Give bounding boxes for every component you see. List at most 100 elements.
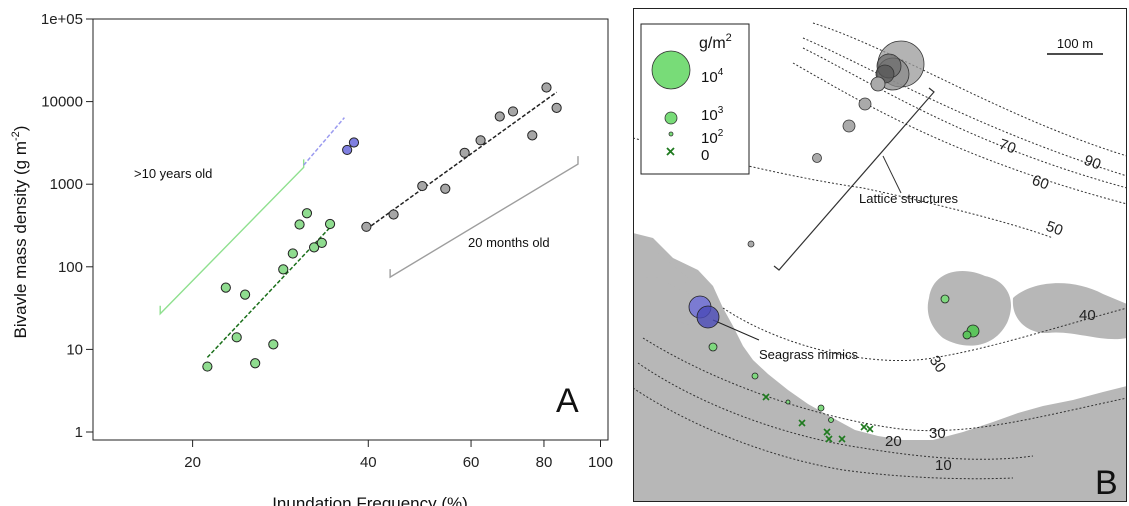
mudflat-area <box>633 233 1127 502</box>
legend: g/m2 104 103 102 0 <box>640 23 750 175</box>
data-point-green <box>268 339 279 350</box>
marker-green <box>708 342 718 352</box>
annotation-lattice: Lattice structures <box>859 191 958 206</box>
axes-a: 1 10 100 1000 10000 1e+05 20 40 60 80 100 <box>41 11 613 471</box>
data-point-green <box>239 289 251 300</box>
marker-green <box>785 399 791 405</box>
marker-green <box>817 404 825 412</box>
x-tick-label: 60 <box>463 454 480 471</box>
mudflat-east <box>1012 283 1127 340</box>
legend-label-zero: 0 <box>701 147 709 164</box>
legend-title: g/m2 <box>699 32 732 52</box>
contour-label-60: 60 <box>1030 172 1051 194</box>
marker-grey <box>870 76 886 92</box>
panel-label-a: A <box>556 382 579 420</box>
y-tick-label: 100 <box>58 259 83 276</box>
marker-grey <box>747 240 755 248</box>
contour-label-40: 40 <box>1079 307 1096 324</box>
scale-bar-label: 100 m <box>1057 36 1093 51</box>
data-point-green <box>231 332 242 343</box>
data-point-green <box>294 219 305 230</box>
legend-marker-1e3 <box>664 111 678 125</box>
legend-marker-1e4 <box>651 50 691 90</box>
marker-green <box>828 417 834 423</box>
y-tick-label: 10 <box>66 341 83 358</box>
data-point-grey <box>507 106 519 117</box>
x-tick-label: 80 <box>536 454 553 471</box>
x-axis-title: Inundation Frequency (%) <box>272 494 468 506</box>
data-point-green <box>316 237 327 248</box>
data-point-green <box>324 218 336 230</box>
data-point-grey <box>494 111 505 122</box>
data-point-grey <box>440 183 451 194</box>
plot-frame <box>92 18 609 441</box>
annotation-younger: 20 months old <box>468 235 550 250</box>
seagrass-leader <box>712 319 760 341</box>
contour-label-90: 90 <box>1082 152 1103 174</box>
data-point-green <box>287 248 298 259</box>
marker-grey <box>842 119 856 133</box>
trend-lines <box>206 91 558 358</box>
contour-label-70: 70 <box>997 136 1018 158</box>
data-point-grey <box>361 221 372 232</box>
mudflat-west-edge <box>633 248 688 290</box>
lattice-bracket <box>773 87 935 271</box>
marker-blue <box>696 305 720 329</box>
data-points <box>202 82 562 372</box>
marker-green <box>962 330 972 340</box>
data-point-green <box>301 208 313 219</box>
y-axis-title: Bivavle mass density (g m-2) <box>10 126 30 339</box>
legend-marker-zero <box>666 147 675 156</box>
data-point-green <box>308 242 320 253</box>
legend-marker-1e2 <box>668 131 674 137</box>
y-tick-label: 10000 <box>41 94 83 111</box>
y-tick-label: 1000 <box>50 176 83 193</box>
data-point-blue <box>348 137 360 148</box>
legend-label-1e4: 104 <box>701 67 724 86</box>
contour-label-30: 30 <box>929 425 946 442</box>
data-point-blue <box>342 144 353 156</box>
panel-label-b: B <box>1095 464 1118 502</box>
zero-markers <box>762 393 874 443</box>
data-point-green <box>278 264 289 275</box>
marker-grey <box>812 153 822 163</box>
y-tick-label: 1 <box>75 424 83 441</box>
data-point-grey <box>417 180 428 192</box>
data-point-grey <box>475 135 486 146</box>
marker-green <box>940 294 950 304</box>
contour-label-20: 20 <box>885 433 902 450</box>
data-point-green <box>250 358 261 369</box>
data-point-grey <box>527 130 538 141</box>
legend-label-1e2: 102 <box>701 128 724 147</box>
mudflat-island <box>927 271 1012 346</box>
lattice-leader <box>882 155 902 194</box>
trend-line <box>303 117 345 166</box>
age-bracket <box>389 156 579 279</box>
legend-label-1e3: 103 <box>701 105 724 124</box>
annotation-older: >10 years old <box>134 166 212 181</box>
data-point-green <box>202 361 213 372</box>
trend-line <box>365 91 558 230</box>
brackets <box>159 156 579 316</box>
contour-label-50: 50 <box>1044 218 1065 240</box>
contour-label-10: 10 <box>935 457 952 474</box>
data-point-grey <box>541 82 552 93</box>
data-point-grey <box>551 102 562 113</box>
mudflat-patch <box>633 266 703 326</box>
age-bracket <box>159 159 305 316</box>
x-tick-label: 20 <box>184 454 201 471</box>
data-point-green <box>220 282 231 293</box>
data-point-grey <box>388 209 399 220</box>
x-tick-label: 40 <box>360 454 377 471</box>
annotation-seagrass: Seagrass mimics <box>759 347 858 362</box>
y-tick-label: 1e+05 <box>41 11 83 28</box>
map-panel-b: 90 70 60 50 40 30 30 20 10 Lattice struc… <box>633 8 1127 502</box>
contour-lines <box>633 22 1127 480</box>
contour-label-30-island: 30 <box>926 353 949 376</box>
marker-grey <box>858 97 872 111</box>
marker-green <box>751 372 759 380</box>
map-markers <box>688 40 980 423</box>
x-tick-label: 100 <box>588 454 613 471</box>
data-point-grey <box>459 147 470 158</box>
chart-a: 1 10 100 1000 10000 1e+05 20 40 60 80 100 >10 year… <box>10 11 613 506</box>
